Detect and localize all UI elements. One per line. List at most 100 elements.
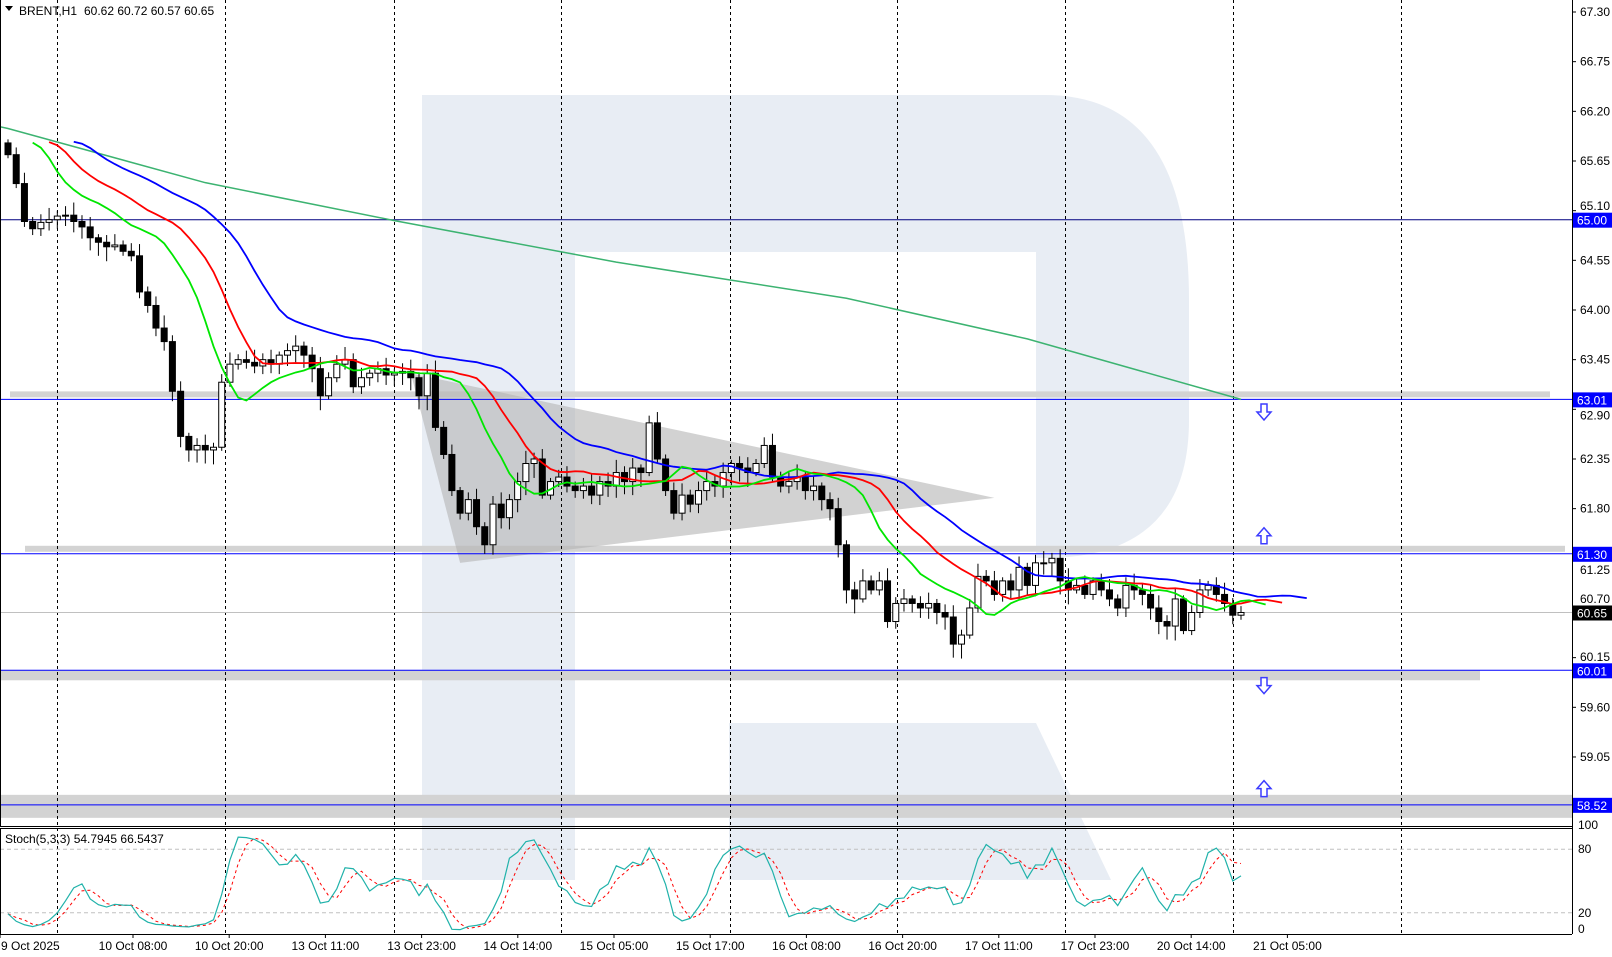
candle-body	[768, 444, 776, 478]
candle-body	[431, 372, 439, 428]
bear-candle	[20, 172, 28, 227]
bull-candle	[629, 458, 637, 496]
bear-candle	[473, 488, 481, 535]
candle-body	[4, 142, 12, 156]
stoch-label: Stoch(5,3,3) 54.7945 66.5437	[5, 832, 164, 846]
candle-body	[448, 453, 456, 492]
candle-body	[588, 485, 596, 496]
candle-body	[916, 602, 924, 609]
stoch-scale-label: 20	[1578, 906, 1592, 920]
candle-body	[900, 598, 908, 604]
bear-candle	[1007, 573, 1015, 599]
price-tick-label: 64.55	[1580, 253, 1610, 267]
time-label: 10 Oct 08:00	[99, 939, 168, 953]
candle-body	[1007, 580, 1015, 591]
candle-body	[1204, 584, 1212, 591]
bear-candle	[1023, 562, 1031, 596]
bear-candle	[152, 296, 160, 337]
candle-body	[325, 377, 333, 397]
candle-body	[662, 458, 670, 492]
bull-candle	[53, 210, 61, 229]
candle-body	[760, 444, 768, 465]
time-label: 17 Oct 23:00	[1061, 939, 1130, 953]
bull-candle	[1196, 579, 1204, 618]
time-label: 21 Oct 05:00	[1253, 939, 1322, 953]
bear-candle	[481, 522, 489, 554]
zone-band	[0, 794, 1572, 818]
bull-candle	[1089, 577, 1097, 600]
time-axis[interactable]: 9 Oct 2025 10 Oct 08:00 10 Oct 20:00 13 Oct…	[0, 934, 1322, 953]
bull-candle	[892, 597, 900, 629]
candle-body	[103, 241, 111, 248]
stoch-main-line	[7, 836, 1242, 931]
zone-band	[25, 545, 1565, 552]
level-price-tag-box	[1573, 392, 1612, 408]
candle-body	[884, 580, 892, 623]
stoch-axis: 100 80 20 0	[1578, 818, 1598, 936]
candle-body	[629, 467, 637, 483]
bull-candle	[1015, 556, 1023, 599]
level-lines	[0, 219, 1572, 806]
candle-body	[1056, 557, 1064, 582]
bull-candle	[505, 494, 513, 530]
candle-body	[300, 345, 308, 356]
price-tick-label: 59.60	[1580, 700, 1610, 714]
candle-body	[530, 458, 538, 464]
bear-candle	[308, 347, 316, 383]
candle-body	[925, 602, 933, 609]
candle-body	[210, 446, 217, 451]
candle-body	[333, 363, 341, 379]
candle-body	[851, 589, 859, 600]
zone-band	[0, 670, 1480, 681]
price-tick-label: 66.75	[1580, 55, 1610, 69]
candle-body	[12, 154, 20, 185]
price-tick-label: 59.05	[1580, 750, 1610, 764]
candle-body	[801, 476, 809, 492]
bull-candle	[958, 629, 966, 659]
bear-candle	[12, 147, 20, 189]
price-tick-label: 67.30	[1580, 5, 1610, 19]
bull-candle	[234, 354, 242, 370]
candle-body	[1147, 593, 1155, 609]
candle-body	[908, 598, 916, 604]
bull-candle	[1204, 580, 1212, 597]
signal-arrows	[1255, 403, 1273, 798]
candle-body	[1188, 611, 1196, 632]
bear-candle	[440, 421, 448, 459]
time-label: 10 Oct 20:00	[195, 939, 264, 953]
candle-body	[1196, 589, 1204, 613]
candle-body	[144, 291, 152, 306]
bull-candle	[694, 481, 702, 514]
candle-body	[1237, 611, 1245, 616]
price-tick-label: 62.90	[1580, 408, 1610, 422]
bull-candle	[1188, 605, 1196, 636]
triangle-down-icon[interactable]	[5, 6, 13, 11]
alligator-indicator	[32, 140, 1307, 616]
candle-body	[579, 485, 587, 492]
bull-candle	[514, 472, 522, 513]
panel-frames	[0, 0, 1573, 935]
bear-candle	[86, 216, 94, 251]
bear-candle	[1097, 573, 1105, 597]
candle-body	[152, 304, 160, 329]
time-label: 13 Oct 23:00	[387, 939, 456, 953]
candle-body	[119, 244, 127, 252]
bull-candle	[974, 563, 982, 613]
candle-body	[505, 499, 513, 519]
bear-candle	[497, 492, 505, 529]
stoch-scale-label: 100	[1578, 818, 1598, 832]
bear-candle	[949, 605, 957, 658]
bull-candle	[489, 496, 497, 555]
candle-body	[185, 435, 193, 451]
price-tick-label: 61.80	[1580, 502, 1610, 516]
price-axis[interactable]: 67.30 66.75 66.20 65.65 65.10 64.55 64.00 63.45…	[1572, 5, 1610, 764]
bull-candle	[966, 598, 974, 639]
ohlc-readout: 60.62 60.72 60.57 60.65	[84, 4, 214, 18]
bull-candle	[62, 206, 70, 227]
candle-body	[752, 463, 760, 474]
candle-body	[818, 485, 826, 501]
bull-candle	[357, 367, 365, 394]
candle-body	[390, 372, 398, 376]
bear-candle	[662, 454, 670, 497]
